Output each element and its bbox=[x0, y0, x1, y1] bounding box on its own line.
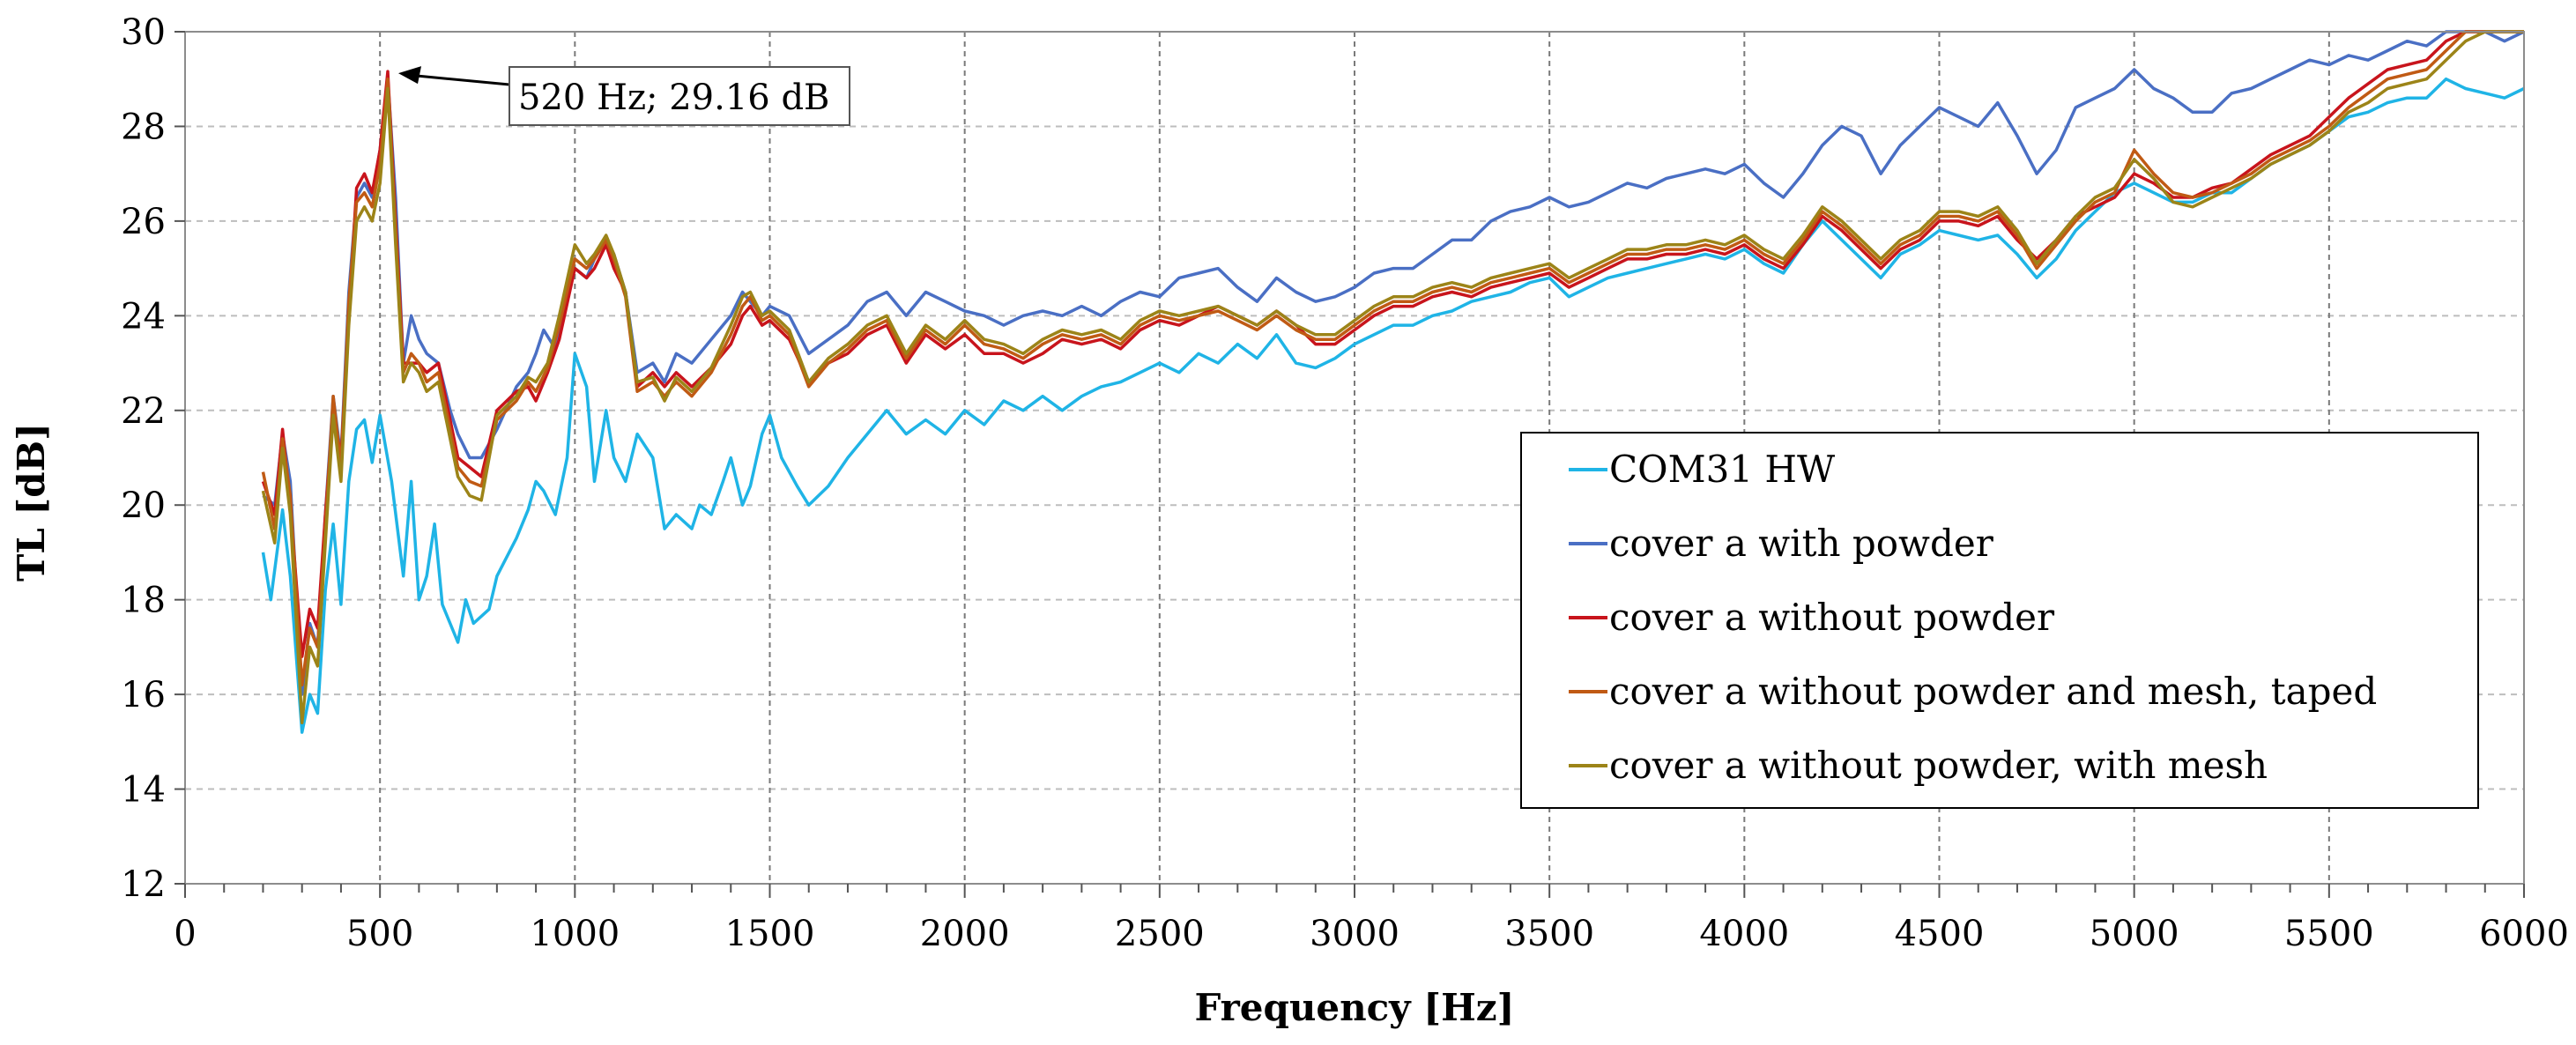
x-tick-label: 4500 bbox=[1895, 914, 1985, 954]
y-tick-label: 26 bbox=[121, 202, 166, 242]
legend-label-2: cover a with powder bbox=[1609, 522, 1994, 565]
y-tick-label: 20 bbox=[121, 485, 166, 526]
legend-label-5: cover a without powder, with mesh bbox=[1609, 744, 2268, 787]
x-tick-label: 5500 bbox=[2284, 914, 2374, 954]
legend-label-3: cover a without powder bbox=[1609, 596, 2055, 639]
x-tick-label: 500 bbox=[346, 914, 413, 954]
x-tick-label: 4000 bbox=[1699, 914, 1789, 954]
series-lines bbox=[261, 30, 2525, 734]
legend-box bbox=[1520, 432, 2479, 809]
legend-label-1: COM31 HW bbox=[1609, 448, 1836, 491]
x-tick-label: 0 bbox=[174, 914, 196, 954]
series-line-2 bbox=[262, 30, 2525, 696]
y-tick-label: 16 bbox=[121, 675, 166, 715]
y-tick-label: 14 bbox=[121, 770, 166, 811]
x-tick-label: 3000 bbox=[1310, 914, 1399, 954]
x-tick-label: 6000 bbox=[2479, 914, 2569, 954]
x-tick-label: 1500 bbox=[725, 914, 815, 954]
legend: COM31 HW cover a with powder cover a witho… bbox=[1520, 432, 2479, 809]
annotation-box bbox=[509, 66, 850, 126]
x-tick-labels: 0 500 1000 1500 2000 2500 3000 3500 4000 4500 5000… bbox=[174, 914, 2569, 954]
x-tick-label: 2000 bbox=[920, 914, 1010, 954]
y-tick-label: 30 bbox=[121, 12, 166, 53]
y-tick-labels: 12 14 16 18 20 22 24 26 28 30 bbox=[121, 12, 166, 905]
x-axis-title: Frequency [Hz] bbox=[1195, 986, 1515, 1029]
annotation-arrow bbox=[417, 74, 510, 86]
y-axis-title: TL [dB] bbox=[10, 423, 53, 582]
annotation-arrow-head bbox=[398, 66, 422, 85]
legend-label-4: cover a without powder and mesh, taped bbox=[1609, 670, 2377, 713]
y-tick-label: 22 bbox=[121, 391, 166, 432]
x-tick-label: 2500 bbox=[1115, 914, 1205, 954]
series-line-4 bbox=[261, 30, 2524, 687]
y-tick-label: 18 bbox=[121, 581, 166, 621]
series-line-1 bbox=[261, 77, 2525, 734]
series-line-5 bbox=[261, 30, 2524, 725]
peak-annotation: 520 Hz; 29.16 dB bbox=[398, 66, 850, 126]
x-tick-label: 5000 bbox=[2090, 914, 2179, 954]
y-tick-label: 12 bbox=[121, 864, 166, 905]
y-tick-label: 28 bbox=[121, 107, 166, 147]
x-tick-label: 1000 bbox=[530, 914, 620, 954]
axis-ticks bbox=[174, 31, 2525, 898]
x-tick-label: 3500 bbox=[1504, 914, 1594, 954]
annotation-text: 520 Hz; 29.16 dB bbox=[518, 78, 829, 118]
y-tick-label: 24 bbox=[121, 296, 166, 337]
